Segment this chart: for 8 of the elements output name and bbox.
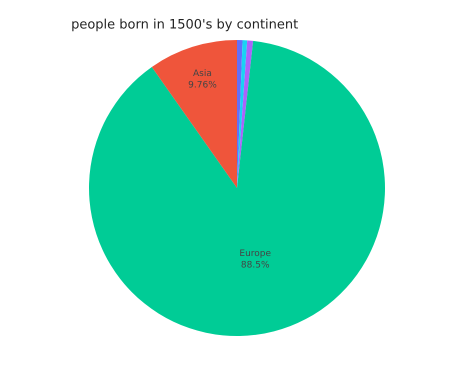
pie-slice (89, 40, 385, 336)
slice-label: Asia (193, 68, 212, 79)
pie-slice (237, 40, 254, 188)
data-label: 88.5% (240, 260, 270, 271)
pie-slice (152, 40, 237, 188)
data-label: 9.76% (188, 80, 218, 90)
chart-title: people born in 1500's by continent (71, 18, 298, 33)
slice-label: Europe (239, 248, 272, 259)
